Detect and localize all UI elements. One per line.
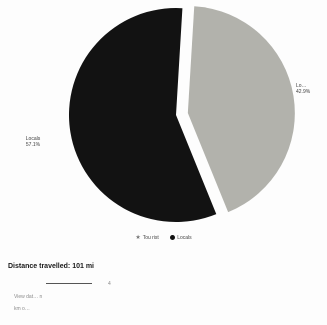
slider-track[interactable]	[46, 283, 92, 285]
legend-item-locals[interactable]: Locals	[170, 235, 192, 241]
pie-chart	[68, 6, 295, 223]
unit-label: km o…	[14, 306, 30, 312]
legend-label-tourist: Tou rist	[142, 235, 159, 241]
pie-slice-1[interactable]	[68, 8, 217, 223]
slider-value: 4	[108, 281, 111, 287]
chart-legend: ★ Tou rist Locals	[0, 234, 327, 241]
legend-label-locals: Locals	[177, 235, 192, 241]
slice-label-other-name: Lo…	[296, 83, 307, 89]
view-data-link[interactable]: View dat… n	[14, 294, 43, 300]
slice-label-other-percent: 42.9%	[296, 89, 311, 95]
slice-label-locals-percent: 57.1%	[25, 142, 41, 148]
star-icon: ★	[135, 235, 141, 241]
legend-item-tourist[interactable]: ★ Tou rist	[135, 234, 159, 241]
slice-label-other: Lo… 42.9%	[296, 83, 327, 95]
slice-label-locals-name: Locals	[25, 136, 41, 142]
dot-icon	[170, 235, 176, 240]
slice-label-locals: Locals 57.1%	[18, 136, 48, 148]
distance-travelled: Distance travelled: 101 mi	[8, 263, 94, 270]
distance-slider[interactable]: 4	[46, 281, 111, 287]
pie-slice-0[interactable]	[187, 6, 295, 213]
